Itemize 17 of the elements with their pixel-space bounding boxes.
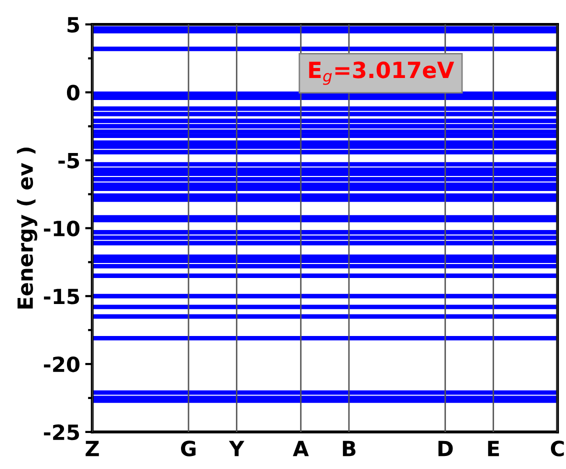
- y-tick-label: 0: [66, 84, 80, 101]
- y-tick-label: -25: [44, 424, 79, 440]
- x-tick-label: B: [342, 440, 356, 456]
- x-tick-label: D: [438, 440, 453, 456]
- x-tick-label: Z: [86, 440, 99, 456]
- y-tick-label: -10: [44, 220, 80, 236]
- x-tick-label: C: [550, 440, 564, 456]
- x-tick-label: E: [488, 440, 499, 456]
- y-axis-title: Eenergy ( ev ): [16, 148, 38, 309]
- y-tick-label: -20: [44, 356, 80, 372]
- y-tick-label: -5: [58, 152, 79, 168]
- x-tick-label: G: [181, 440, 196, 456]
- x-tick-label: Y: [228, 440, 244, 456]
- x-tick-label: A: [292, 440, 309, 456]
- y-tick-label: -15: [44, 288, 79, 304]
- y-tick-label: 5: [68, 17, 79, 33]
- annotation: E$_{g}$=3.017eV: [309, 62, 454, 85]
